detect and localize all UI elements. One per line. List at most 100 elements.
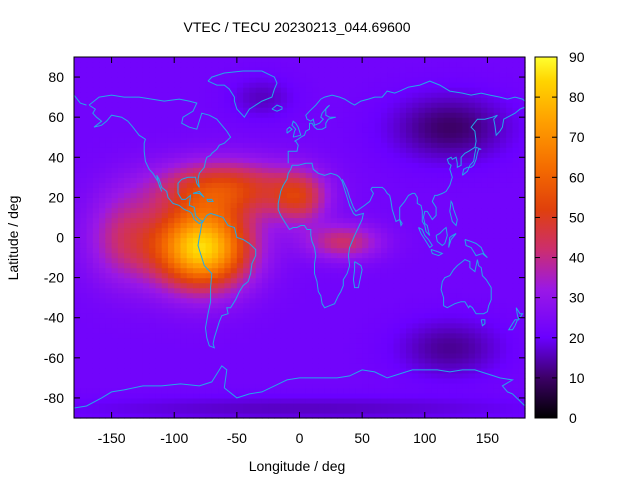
heatmap-cell: [499, 372, 507, 379]
heatmap-cell: [249, 152, 257, 158]
heatmap-cell: [86, 162, 94, 168]
heatmap-cell: [437, 322, 445, 329]
heatmap-cell: [305, 392, 313, 399]
heatmap-cell: [405, 292, 413, 299]
heatmap-cell: [493, 272, 501, 279]
heatmap-cell: [412, 82, 420, 88]
heatmap-cell: [518, 207, 526, 214]
heatmap-cell: [149, 397, 157, 404]
heatmap-cell: [393, 122, 401, 128]
heatmap-cell: [337, 182, 344, 188]
heatmap-cell: [268, 307, 276, 314]
heatmap-cell: [130, 297, 138, 304]
heatmap-cell: [255, 77, 263, 83]
heatmap-cell: [468, 127, 476, 133]
heatmap-cell: [512, 162, 520, 168]
heatmap-cell: [274, 382, 282, 389]
heatmap-cell: [443, 127, 451, 133]
heatmap-cell: [312, 117, 319, 123]
heatmap-cell: [230, 317, 238, 324]
heatmap-cell: [493, 72, 501, 78]
heatmap-cell: [449, 327, 457, 334]
heatmap-cell: [299, 297, 307, 304]
heatmap-cell: [80, 67, 88, 73]
heatmap-cell: [224, 407, 232, 414]
heatmap-cell: [174, 77, 182, 83]
heatmap-cell: [111, 347, 119, 354]
heatmap-cell: [86, 252, 94, 259]
heatmap-cell: [286, 347, 294, 354]
heatmap-cell: [117, 287, 125, 294]
heatmap-cell: [487, 247, 495, 254]
heatmap-cell: [92, 307, 100, 314]
heatmap-cell: [449, 82, 457, 88]
heatmap-cell: [474, 157, 482, 163]
heatmap-cell: [468, 387, 476, 394]
heatmap-cell: [80, 187, 88, 193]
heatmap-cell: [318, 292, 326, 299]
heatmap-cell: [117, 372, 125, 379]
heatmap-cell: [343, 382, 351, 389]
heatmap-cell: [318, 397, 326, 404]
heatmap-cell: [324, 122, 332, 128]
heatmap-cell: [299, 407, 307, 414]
heatmap-cell: [462, 322, 470, 329]
heatmap-cell: [80, 222, 88, 229]
heatmap-cell: [518, 327, 526, 334]
heatmap-cell: [305, 277, 313, 284]
heatmap-cell: [493, 122, 501, 128]
heatmap-cell: [324, 397, 332, 404]
heatmap-cell: [249, 77, 257, 83]
heatmap-cell: [142, 172, 150, 178]
heatmap-cell: [280, 87, 288, 93]
heatmap-cell: [506, 352, 514, 359]
heatmap-cell: [174, 397, 182, 404]
heatmap-cell: [374, 132, 382, 138]
heatmap-cell: [230, 232, 238, 239]
heatmap-cell: [449, 162, 457, 168]
heatmap-cell: [293, 102, 301, 108]
heatmap-cell: [456, 97, 463, 103]
heatmap-cell: [481, 232, 489, 239]
heatmap-cell: [74, 147, 81, 153]
heatmap-cell: [236, 292, 244, 299]
heatmap-cell: [424, 132, 432, 138]
heatmap-cell: [337, 317, 344, 324]
heatmap-cell: [330, 407, 338, 414]
heatmap-cell: [343, 287, 351, 294]
heatmap-cell: [161, 117, 169, 123]
heatmap-cell: [124, 377, 131, 384]
heatmap-cell: [205, 382, 213, 389]
heatmap-cell: [218, 202, 225, 209]
heatmap-cell: [117, 132, 125, 138]
heatmap-cell: [355, 357, 363, 364]
heatmap-cell: [111, 322, 119, 329]
heatmap-cell: [186, 152, 194, 158]
heatmap-cell: [280, 347, 288, 354]
heatmap-cell: [274, 267, 282, 274]
heatmap-cell: [374, 102, 382, 108]
heatmap-cell: [474, 312, 482, 319]
heatmap-cell: [481, 182, 489, 188]
heatmap-cell: [105, 217, 113, 224]
heatmap-cell: [155, 357, 163, 364]
heatmap-cell: [186, 207, 194, 214]
heatmap-cell: [280, 372, 288, 379]
heatmap-cell: [431, 142, 438, 148]
heatmap-cell: [218, 177, 225, 183]
heatmap-cell: [305, 307, 313, 314]
heatmap-cell: [180, 167, 188, 173]
heatmap-cell: [205, 312, 213, 319]
heatmap-cell: [74, 332, 81, 339]
heatmap-cell: [142, 352, 150, 359]
heatmap-cell: [193, 142, 200, 148]
heatmap-cell: [74, 237, 81, 244]
heatmap-cell: [286, 212, 294, 219]
heatmap-cell: [74, 257, 81, 264]
heatmap-cell: [424, 392, 432, 399]
heatmap-cell: [105, 187, 113, 193]
heatmap-cell: [236, 197, 244, 203]
heatmap-cell: [142, 147, 150, 153]
heatmap-cell: [99, 307, 106, 314]
heatmap-cell: [186, 367, 194, 374]
